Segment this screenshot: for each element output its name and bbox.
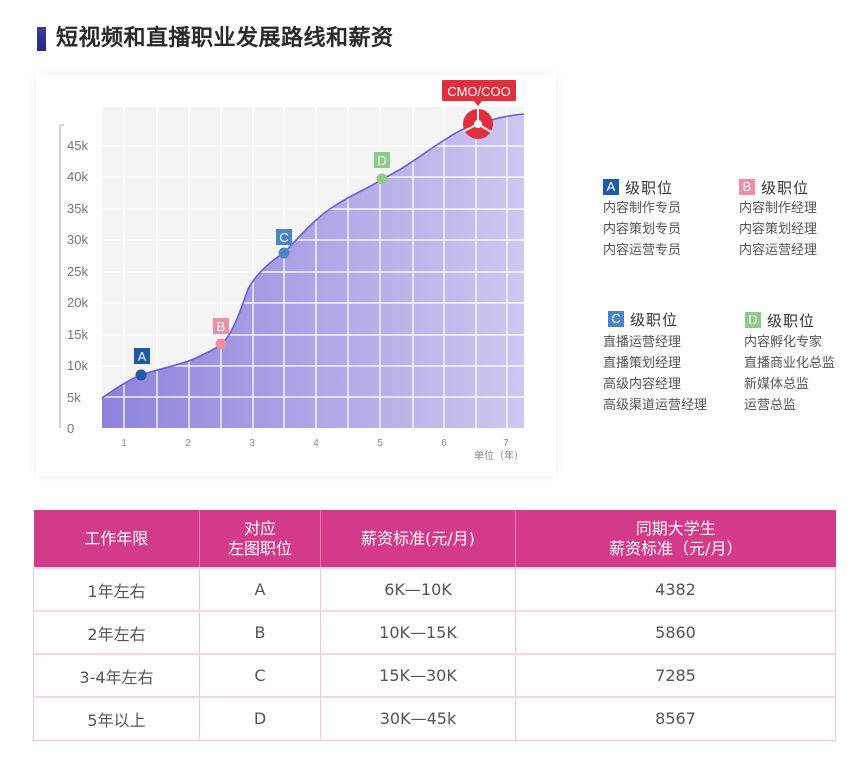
- cell-graduate-salary: 5860: [515, 610, 836, 655]
- svg-text:CMO/COO: CMO/COO: [447, 84, 511, 99]
- legend-title: 级职位: [625, 178, 674, 197]
- svg-text:15k: 15k: [67, 327, 88, 342]
- marker-c: C: [276, 229, 292, 259]
- legend-item: 高级内容经理: [603, 377, 682, 392]
- svg-text:6: 6: [441, 438, 447, 449]
- svg-text:30k: 30k: [67, 232, 88, 247]
- legend-group-a: A 级职位 内容制作专员 内容策划专员 内容运营专员: [603, 176, 681, 261]
- header-work-years: 工作年限: [33, 510, 200, 568]
- x-axis-labels: 1 2 3 4 5 6 7: [121, 438, 509, 449]
- svg-text:5: 5: [377, 438, 383, 449]
- badge-c: C: [608, 311, 624, 327]
- badge-b: B: [739, 179, 755, 195]
- cell-salary: 6K—10K: [320, 567, 516, 612]
- cell-position: B: [199, 610, 321, 655]
- legend-group-d: D 级职位: [745, 309, 815, 331]
- svg-text:B: B: [217, 319, 226, 334]
- legend-item: 内容运营经理: [739, 243, 818, 258]
- cell-salary: 10K—15K: [320, 610, 516, 655]
- table-row: 2年左右 B 10K—15K 5860: [33, 610, 836, 655]
- badge-d: D: [745, 312, 761, 328]
- cell-years: 3-4年左右: [33, 653, 200, 698]
- legend-item: 内容制作专员: [603, 201, 682, 216]
- cell-position: A: [199, 567, 321, 612]
- title-accent-bar: [37, 27, 46, 51]
- cell-graduate-salary: 8567: [515, 696, 836, 741]
- cell-position: C: [199, 653, 321, 698]
- legend-item: 新媒体总监: [744, 377, 810, 392]
- legend-item: 高级渠道运营经理: [603, 398, 708, 413]
- legend-title: 级职位: [767, 311, 816, 330]
- legend-item: 内容运营专员: [603, 243, 682, 258]
- cell-graduate-salary: 4382: [515, 567, 836, 612]
- legend-group-c: C 级职位: [608, 308, 678, 330]
- legend-group-c-items: 直播运营经理 直播策划经理 高级内容经理 高级渠道运营经理: [603, 332, 707, 416]
- svg-text:25k: 25k: [67, 264, 88, 279]
- table-row: 1年左右 A 6K—10K 4382: [33, 567, 836, 612]
- legend-item: 直播运营经理: [603, 335, 682, 350]
- svg-text:C: C: [279, 230, 288, 245]
- cell-graduate-salary: 7285: [515, 653, 836, 698]
- legend-item: 直播商业化总监: [744, 356, 836, 371]
- svg-text:3: 3: [249, 438, 255, 449]
- svg-text:7: 7: [503, 438, 509, 449]
- svg-text:2: 2: [185, 438, 191, 449]
- x-axis-unit-label: 单位（年）: [474, 449, 524, 462]
- svg-text:40k: 40k: [67, 169, 88, 184]
- svg-text:45k: 45k: [67, 138, 88, 153]
- marker-d: D: [374, 152, 390, 185]
- svg-text:10k: 10k: [67, 358, 88, 373]
- salary-area: [102, 114, 524, 428]
- cell-salary: 15K—30K: [320, 653, 516, 698]
- chart-card: 0 5k 10k 15k 20k 25k 30k 35k 40k 45k 1 2…: [36, 75, 556, 476]
- svg-text:A: A: [138, 349, 147, 364]
- marker-b: B: [213, 318, 229, 350]
- svg-text:1: 1: [121, 438, 127, 449]
- page-title: 短视频和直播职业发展路线和薪资: [56, 26, 394, 51]
- cell-salary: 30K—45k: [320, 696, 516, 741]
- table-header-row: 工作年限 对应 左图职位 薪资标准(元/月) 同期大学生 薪资标准（元/月）: [33, 510, 836, 568]
- legend-item: 直播策划经理: [603, 356, 682, 371]
- legend-item: 内容孵化专家: [744, 335, 823, 350]
- table-row: 5年以上 D 30K—45k 8567: [33, 696, 836, 741]
- header-graduate-salary: 同期大学生 薪资标准（元/月）: [515, 510, 836, 568]
- cell-years: 5年以上: [33, 696, 200, 741]
- cell-years: 2年左右: [33, 610, 200, 655]
- header-position: 对应 左图职位: [199, 510, 321, 568]
- cmo-coo-marker: CMO/COO: [442, 80, 516, 139]
- salary-area-chart: 0 5k 10k 15k 20k 25k 30k 35k 40k 45k 1 2…: [59, 80, 525, 462]
- y-axis-labels: 0 5k 10k 15k 20k 25k 30k 35k 40k 45k: [67, 138, 88, 436]
- legend-title: 级职位: [761, 178, 810, 197]
- header-salary: 薪资标准(元/月): [320, 510, 516, 568]
- svg-text:35k: 35k: [67, 201, 88, 216]
- legend-item: 内容策划经理: [739, 222, 818, 237]
- svg-text:5k: 5k: [67, 390, 81, 405]
- cell-years: 1年左右: [33, 567, 200, 612]
- legend-group-d-items: 内容孵化专家 直播商业化总监 新媒体总监 运营总监: [744, 332, 835, 416]
- marker-a: A: [134, 348, 150, 381]
- svg-text:20k: 20k: [67, 295, 88, 310]
- legend-item: 内容制作经理: [739, 201, 818, 216]
- legend-item: 运营总监: [744, 398, 797, 413]
- salary-table: 工作年限 对应 左图职位 薪资标准(元/月) 同期大学生 薪资标准（元/月） 1年左…: [33, 510, 836, 741]
- svg-text:4: 4: [313, 438, 319, 449]
- legend-item: 内容策划专员: [603, 222, 682, 237]
- legend-group-b: B 级职位 内容制作经理 内容策划经理 内容运营经理: [739, 176, 817, 261]
- legend-title: 级职位: [630, 310, 679, 329]
- svg-text:0: 0: [67, 421, 74, 436]
- table-row: 3-4年左右 C 15K—30K 7285: [33, 653, 836, 698]
- badge-a: A: [603, 179, 619, 195]
- cell-position: D: [199, 696, 321, 741]
- svg-text:D: D: [377, 153, 386, 168]
